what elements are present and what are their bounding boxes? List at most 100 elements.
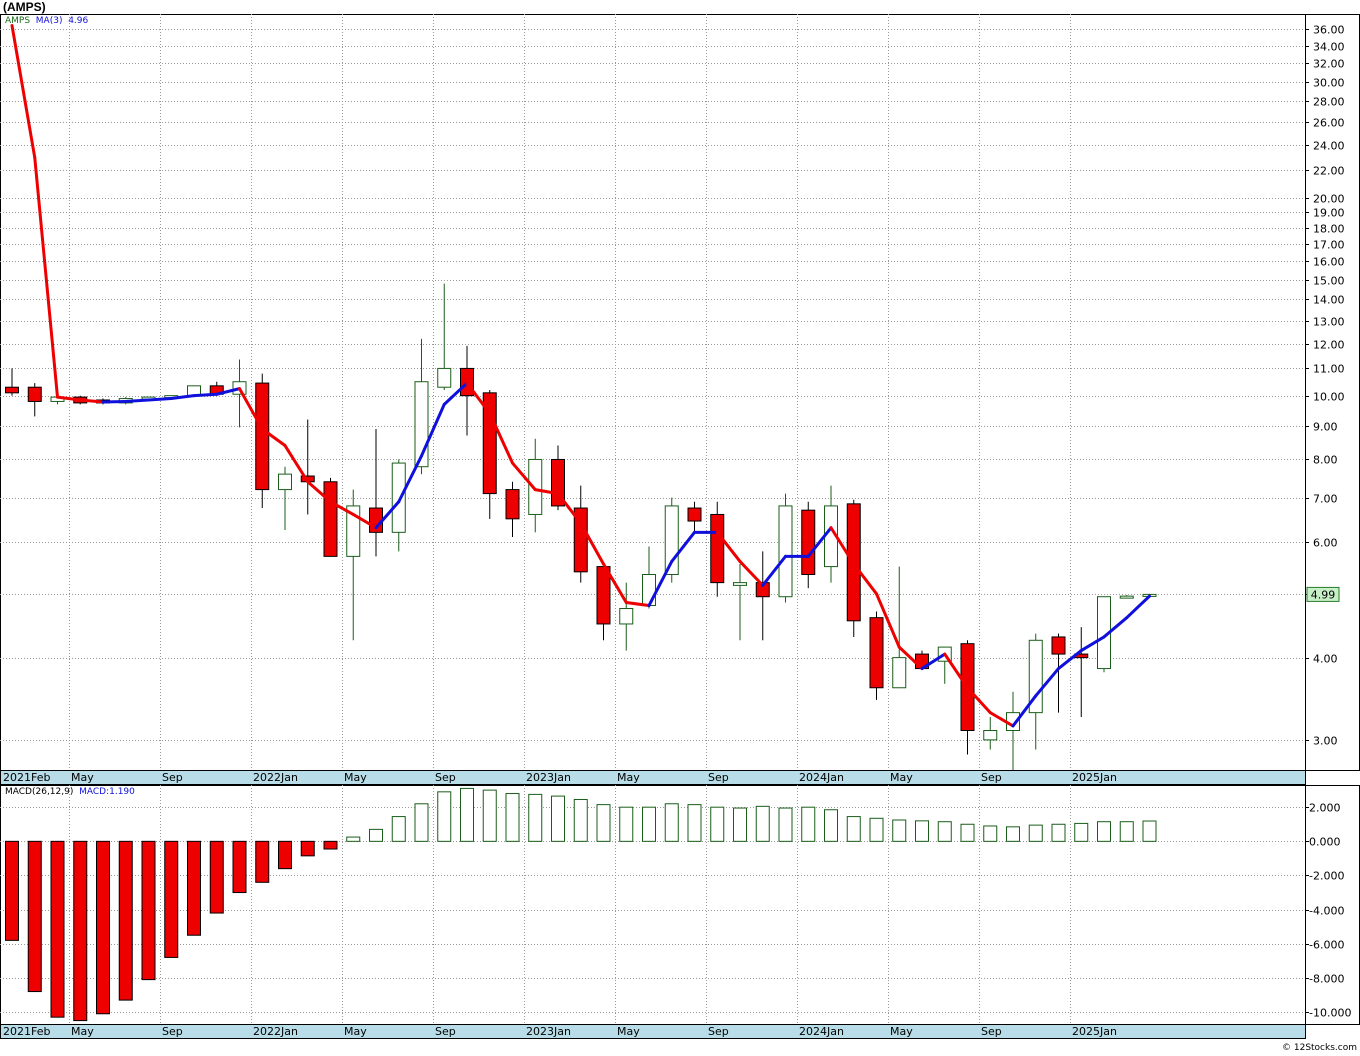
macd-bar-positive xyxy=(778,807,793,842)
macd-bar-negative xyxy=(209,840,224,914)
macd-bar-positive xyxy=(642,806,656,842)
macd-date-label: 2022Jan xyxy=(253,1025,298,1038)
candle-up xyxy=(346,505,361,557)
ma-segment xyxy=(715,530,742,563)
ma-segment xyxy=(1034,667,1060,698)
candle-down xyxy=(255,382,270,491)
ma-segment xyxy=(1057,649,1083,671)
price-date-label: 2024Jan xyxy=(799,771,844,784)
ma-segment xyxy=(215,387,241,396)
macd-bar-positive xyxy=(528,793,543,842)
macd-bar-positive xyxy=(915,820,929,842)
ma-segment xyxy=(624,601,651,608)
ma-segment xyxy=(306,480,332,504)
price-tick-label: 19.00 xyxy=(1313,207,1345,220)
price-date-band xyxy=(0,770,1306,785)
price-tick-label: 14.00 xyxy=(1313,294,1345,307)
price-tick-label: 12.00 xyxy=(1313,339,1345,352)
macd-tick-label: -8.000 xyxy=(1309,973,1344,986)
macd-bar-positive xyxy=(1142,820,1157,842)
macd-bar-negative xyxy=(300,840,315,857)
candle-up xyxy=(1028,639,1043,714)
price-tick-label: 32.00 xyxy=(1313,58,1345,71)
macd-bar-positive xyxy=(1097,821,1111,842)
ma-segment xyxy=(33,156,59,399)
macd-bar-positive xyxy=(505,793,520,842)
legend-symbol: AMPS xyxy=(5,16,31,26)
macd-bar-positive xyxy=(482,789,497,842)
price-tick-label: 13.00 xyxy=(1313,316,1345,329)
price-frame xyxy=(0,14,1360,771)
macd-bar-negative xyxy=(73,840,88,1022)
ma-segment xyxy=(647,559,674,608)
price-tick-label: 30.00 xyxy=(1313,77,1345,90)
macd-bar-negative xyxy=(164,840,179,958)
candle-up xyxy=(778,505,793,598)
macd-bar-negative xyxy=(255,840,270,883)
macd-bar-positive xyxy=(801,806,816,842)
macd-tick-label: -2.000 xyxy=(1309,870,1344,883)
price-date-label: Sep xyxy=(981,771,1002,784)
price-date-label: Sep xyxy=(162,771,183,784)
candle-up xyxy=(1119,595,1134,599)
macd-bar-positive xyxy=(369,828,383,842)
ma-segment xyxy=(670,530,696,563)
legend-ma-label: MA(3) xyxy=(35,16,63,26)
price-tick-label: 9.00 xyxy=(1313,421,1338,434)
price-tick-label: 6.00 xyxy=(1313,537,1338,550)
ma-segment xyxy=(442,381,469,406)
macd-date-label: May xyxy=(344,1025,367,1038)
price-legend: AMPS MA(3) 4.96 xyxy=(5,16,88,26)
macd-bar-positive xyxy=(846,816,861,842)
candle-up xyxy=(983,730,998,741)
macd-bar-negative xyxy=(27,840,42,993)
price-tick-label: 8.00 xyxy=(1313,454,1338,467)
ma-segment xyxy=(897,645,924,671)
ma-segment xyxy=(738,559,765,587)
candle-down xyxy=(755,582,770,598)
ma-segment xyxy=(920,652,947,671)
macd-tick-label: 2.000 xyxy=(1309,802,1341,815)
price-tick-label: 4.00 xyxy=(1313,653,1338,666)
macd-legend: MACD(26,12,9) MACD:1.190 xyxy=(5,787,135,797)
price-date-label: May xyxy=(71,771,94,784)
macd-date-label: 2024Jan xyxy=(799,1025,844,1038)
ma-segment xyxy=(192,392,219,398)
macd-date-label: May xyxy=(890,1025,913,1038)
ma-segment xyxy=(420,402,446,458)
macd-date-label: 2023Jan xyxy=(526,1025,571,1038)
macd-bar-negative xyxy=(5,840,19,941)
price-tick-label: 16.00 xyxy=(1313,256,1345,269)
macd-bar-positive xyxy=(1074,822,1089,842)
ma-segment xyxy=(1102,616,1129,639)
price-date-label: 2025Jan xyxy=(1072,771,1117,784)
macd-bar-positive xyxy=(1119,821,1134,842)
price-tick-label: 22.00 xyxy=(1313,165,1345,178)
candle-up xyxy=(391,462,406,533)
macd-bar-positive xyxy=(869,817,884,842)
chart-title: (AMPS) xyxy=(3,0,46,14)
candle-up xyxy=(733,582,747,586)
price-tick-label: 34.00 xyxy=(1313,41,1345,54)
price-date-label: 2021Feb xyxy=(3,771,50,784)
ma-segment xyxy=(56,395,82,402)
price-date-label: May xyxy=(344,771,367,784)
price-tick-label: 3.00 xyxy=(1313,735,1338,748)
price-tick-label: 7.00 xyxy=(1313,493,1338,506)
macd-bar-positive xyxy=(460,787,474,842)
macd-bar-negative xyxy=(323,840,338,850)
candle-down xyxy=(27,386,42,402)
price-tick-label: 28.00 xyxy=(1313,96,1345,109)
macd-bar-positive xyxy=(1028,824,1043,842)
price-tick-label: 17.00 xyxy=(1313,239,1345,252)
macd-bar-negative xyxy=(141,840,156,981)
macd-bar-positive xyxy=(414,803,429,842)
price-date-label: May xyxy=(617,771,640,784)
macd-bar-negative xyxy=(96,840,110,1015)
macd-tick-label: 0.000 xyxy=(1309,836,1341,849)
price-date-label: Sep xyxy=(435,771,456,784)
candle-down xyxy=(596,566,611,625)
ma-segment xyxy=(101,399,128,404)
candle-down xyxy=(710,513,725,584)
